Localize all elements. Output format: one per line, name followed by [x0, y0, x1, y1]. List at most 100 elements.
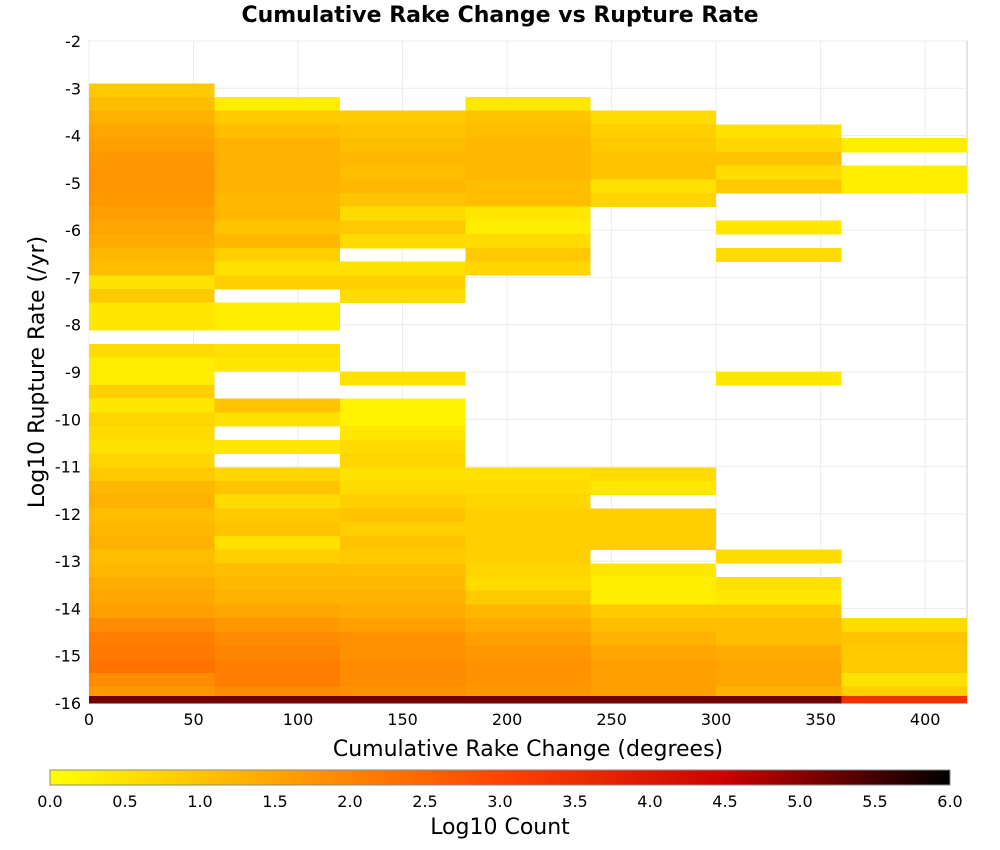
heatmap-cell: [214, 247, 340, 262]
heatmap-cell: [465, 220, 591, 235]
heatmap-cell: [841, 645, 967, 660]
heatmap-cell: [339, 371, 466, 386]
heatmap-cell: [339, 193, 466, 208]
heatmap-cell: [465, 151, 591, 166]
heatmap-cell: [841, 659, 967, 674]
colorbar-tick-label: 5.0: [787, 792, 812, 811]
heatmap-cell: [89, 124, 215, 139]
heatmap-cell: [89, 357, 215, 372]
heatmap-cell: [214, 439, 340, 454]
heatmap-cell: [214, 138, 340, 153]
heatmap-cell: [590, 659, 717, 674]
heatmap-cell: [89, 453, 215, 468]
y-axis-title: Log10 Rupture Rate (/yr): [25, 236, 50, 508]
y-tick-label: -14: [55, 599, 81, 618]
heatmap-cell: [339, 576, 466, 592]
heatmap-cell: [214, 645, 340, 660]
colorbar-tick-label: 1.5: [262, 792, 287, 811]
heatmap-cell: [465, 110, 591, 125]
heatmap-cell: [465, 138, 591, 153]
heatmap-cell: [590, 508, 717, 523]
heatmap-cell: [89, 576, 215, 592]
colorbar-tick-label: 2.0: [337, 792, 362, 811]
heatmap-cell: [89, 590, 215, 605]
heatmap-cell: [89, 179, 215, 194]
heatmap-cell: [465, 549, 591, 564]
heatmap-cell: [89, 412, 215, 427]
heatmap-cell: [841, 165, 967, 180]
heatmap-cell: [716, 631, 842, 646]
heatmap-cell: [339, 563, 466, 578]
heatmap-cell: [214, 563, 340, 578]
heatmap-cell: [89, 549, 215, 564]
heatmap-cell: [89, 439, 215, 454]
heatmap-cell: [716, 179, 842, 194]
heatmap-cell: [89, 83, 215, 98]
heatmap-cell: [590, 576, 717, 592]
heatmap-cell: [214, 480, 340, 496]
colorbar-title: Log10 Count: [430, 815, 570, 840]
heatmap-cell: [214, 275, 340, 290]
heatmap-cell: [465, 165, 591, 180]
heatmap-cell: [716, 604, 842, 619]
heatmap-cell: [339, 124, 466, 139]
y-tick-label: -8: [65, 316, 81, 335]
heatmap-cell: [590, 124, 717, 139]
heatmap-cell: [214, 343, 340, 358]
heatmap-cell: [89, 138, 215, 153]
colorbar-tick-label: 0.0: [37, 792, 62, 811]
heatmap-cell: [89, 261, 215, 276]
heatmap-cell: [841, 138, 967, 153]
heatmap-cell: [214, 316, 340, 331]
heatmap-cell: [214, 631, 340, 646]
heatmap-cell: [590, 151, 717, 166]
heatmap-cell: [89, 480, 215, 496]
heatmap-cell: [214, 535, 340, 550]
x-tick-label: 300: [701, 710, 732, 729]
y-tick-label: -4: [65, 127, 81, 146]
colorbar-tick-label: 1.0: [187, 792, 212, 811]
heatmap-cell: [214, 97, 340, 112]
heatmap-cell: [214, 604, 340, 619]
heatmap-cell: [214, 261, 340, 276]
heatmap-cell: [89, 467, 215, 482]
heatmap-cell: [339, 234, 466, 249]
heatmap-cell: [339, 412, 466, 427]
heatmap-cell: [590, 480, 717, 496]
heatmap-cell: [841, 631, 967, 646]
heatmap-cell: [339, 549, 466, 564]
heatmap-cell: [465, 179, 591, 194]
heatmap-cell: [339, 590, 466, 605]
heatmap-cell: [339, 659, 466, 674]
heatmap-cell: [465, 206, 591, 221]
heatmap-cell: [841, 696, 967, 704]
heatmap-cell: [339, 494, 466, 509]
heatmap-cell: [214, 522, 340, 537]
heatmap-cell: [716, 247, 842, 262]
chart-title: Cumulative Rake Change vs Rupture Rate: [241, 3, 758, 28]
heatmap-cell: [89, 247, 215, 262]
y-tick-label: -7: [65, 268, 81, 287]
heatmap-cell: [214, 179, 340, 194]
heatmap-cell: [590, 193, 717, 208]
heatmap-cell: [89, 371, 215, 386]
heatmap-cell: [89, 522, 215, 537]
heatmap-cell: [465, 97, 591, 112]
heatmap-cell: [89, 289, 215, 304]
heatmap-cell: [339, 110, 466, 125]
heatmap-cell: [89, 343, 215, 358]
heatmap-cell: [214, 696, 340, 704]
heatmap-cell: [214, 508, 340, 523]
y-tick-label: -16: [55, 694, 81, 713]
x-tick-label: 200: [492, 710, 523, 729]
heatmap-cell: [716, 645, 842, 660]
heatmap-cell: [465, 480, 591, 496]
heatmap-cell: [339, 522, 466, 537]
heatmap-cell: [590, 179, 717, 194]
colorbar-tick-label: 0.5: [112, 792, 137, 811]
heatmap-cell: [214, 302, 340, 317]
heatmap-cell: [339, 631, 466, 646]
heatmap-cell: [214, 151, 340, 166]
heatmap-cell: [590, 604, 717, 619]
heatmap-cell: [89, 659, 215, 674]
